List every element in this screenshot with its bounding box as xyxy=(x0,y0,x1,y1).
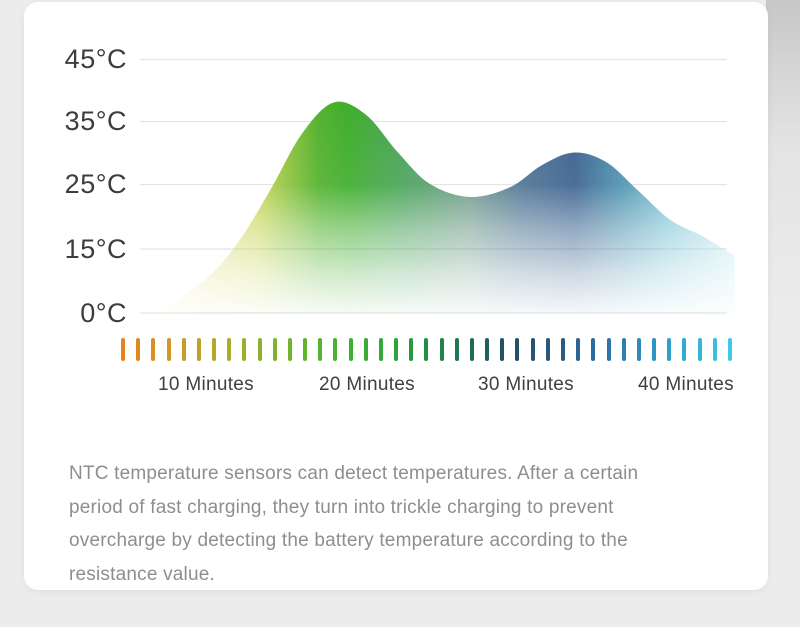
y-axis-label-25: 25°C xyxy=(64,169,127,199)
tick-mark xyxy=(424,338,429,361)
tick-mark xyxy=(621,338,626,361)
tick-mark xyxy=(363,338,368,361)
tick-mark xyxy=(636,338,641,361)
x-axis-label-30min: 30 Minutes xyxy=(478,374,574,395)
tick-mark xyxy=(287,338,292,361)
tick-mark xyxy=(242,338,247,361)
tick-mark xyxy=(682,338,687,361)
tick-mark xyxy=(303,338,308,361)
x-axis-label-10min: 10 Minutes xyxy=(158,374,254,395)
tick-mark xyxy=(181,338,186,361)
tick-mark xyxy=(333,338,338,361)
y-axis-label-35: 35°C xyxy=(64,106,127,136)
tick-mark xyxy=(348,338,353,361)
tick-mark xyxy=(257,338,262,361)
y-axis-label-45: 45°C xyxy=(64,44,127,74)
tick-mark xyxy=(576,338,581,361)
background-shade xyxy=(766,0,800,320)
tick-mark xyxy=(394,338,399,361)
tick-mark xyxy=(166,338,171,361)
x-axis-label-20min: 20 Minutes xyxy=(319,374,415,395)
tick-mark xyxy=(652,338,657,361)
y-axis-label-0: 0°C xyxy=(80,298,127,328)
tick-mark xyxy=(409,338,414,361)
tick-mark xyxy=(121,338,125,361)
tick-mark xyxy=(151,338,156,361)
tick-mark xyxy=(136,338,141,361)
tick-mark xyxy=(560,338,565,361)
tick-mark xyxy=(318,338,323,361)
tick-mark xyxy=(591,338,596,361)
tick-mark xyxy=(439,338,444,361)
tick-mark xyxy=(469,338,474,361)
x-axis-label-40min: 40 Minutes xyxy=(638,374,734,395)
tick-mark xyxy=(606,338,611,361)
tick-mark xyxy=(515,338,520,361)
tick-mark xyxy=(272,338,277,361)
tick-mark xyxy=(727,338,732,361)
timeline-ticks xyxy=(121,338,732,361)
tick-mark xyxy=(712,338,717,361)
tick-mark xyxy=(545,338,550,361)
y-axis-label-15: 15°C xyxy=(64,234,127,264)
tick-mark xyxy=(227,338,232,361)
tick-mark xyxy=(500,338,505,361)
tick-mark xyxy=(196,338,201,361)
tick-mark xyxy=(454,338,459,361)
tick-mark xyxy=(667,338,672,361)
tick-mark xyxy=(485,338,490,361)
tick-mark xyxy=(530,338,535,361)
tick-mark xyxy=(212,338,217,361)
tick-mark xyxy=(378,338,383,361)
tick-mark xyxy=(697,338,702,361)
description-text: NTC temperature sensors can detect tempe… xyxy=(69,463,639,585)
